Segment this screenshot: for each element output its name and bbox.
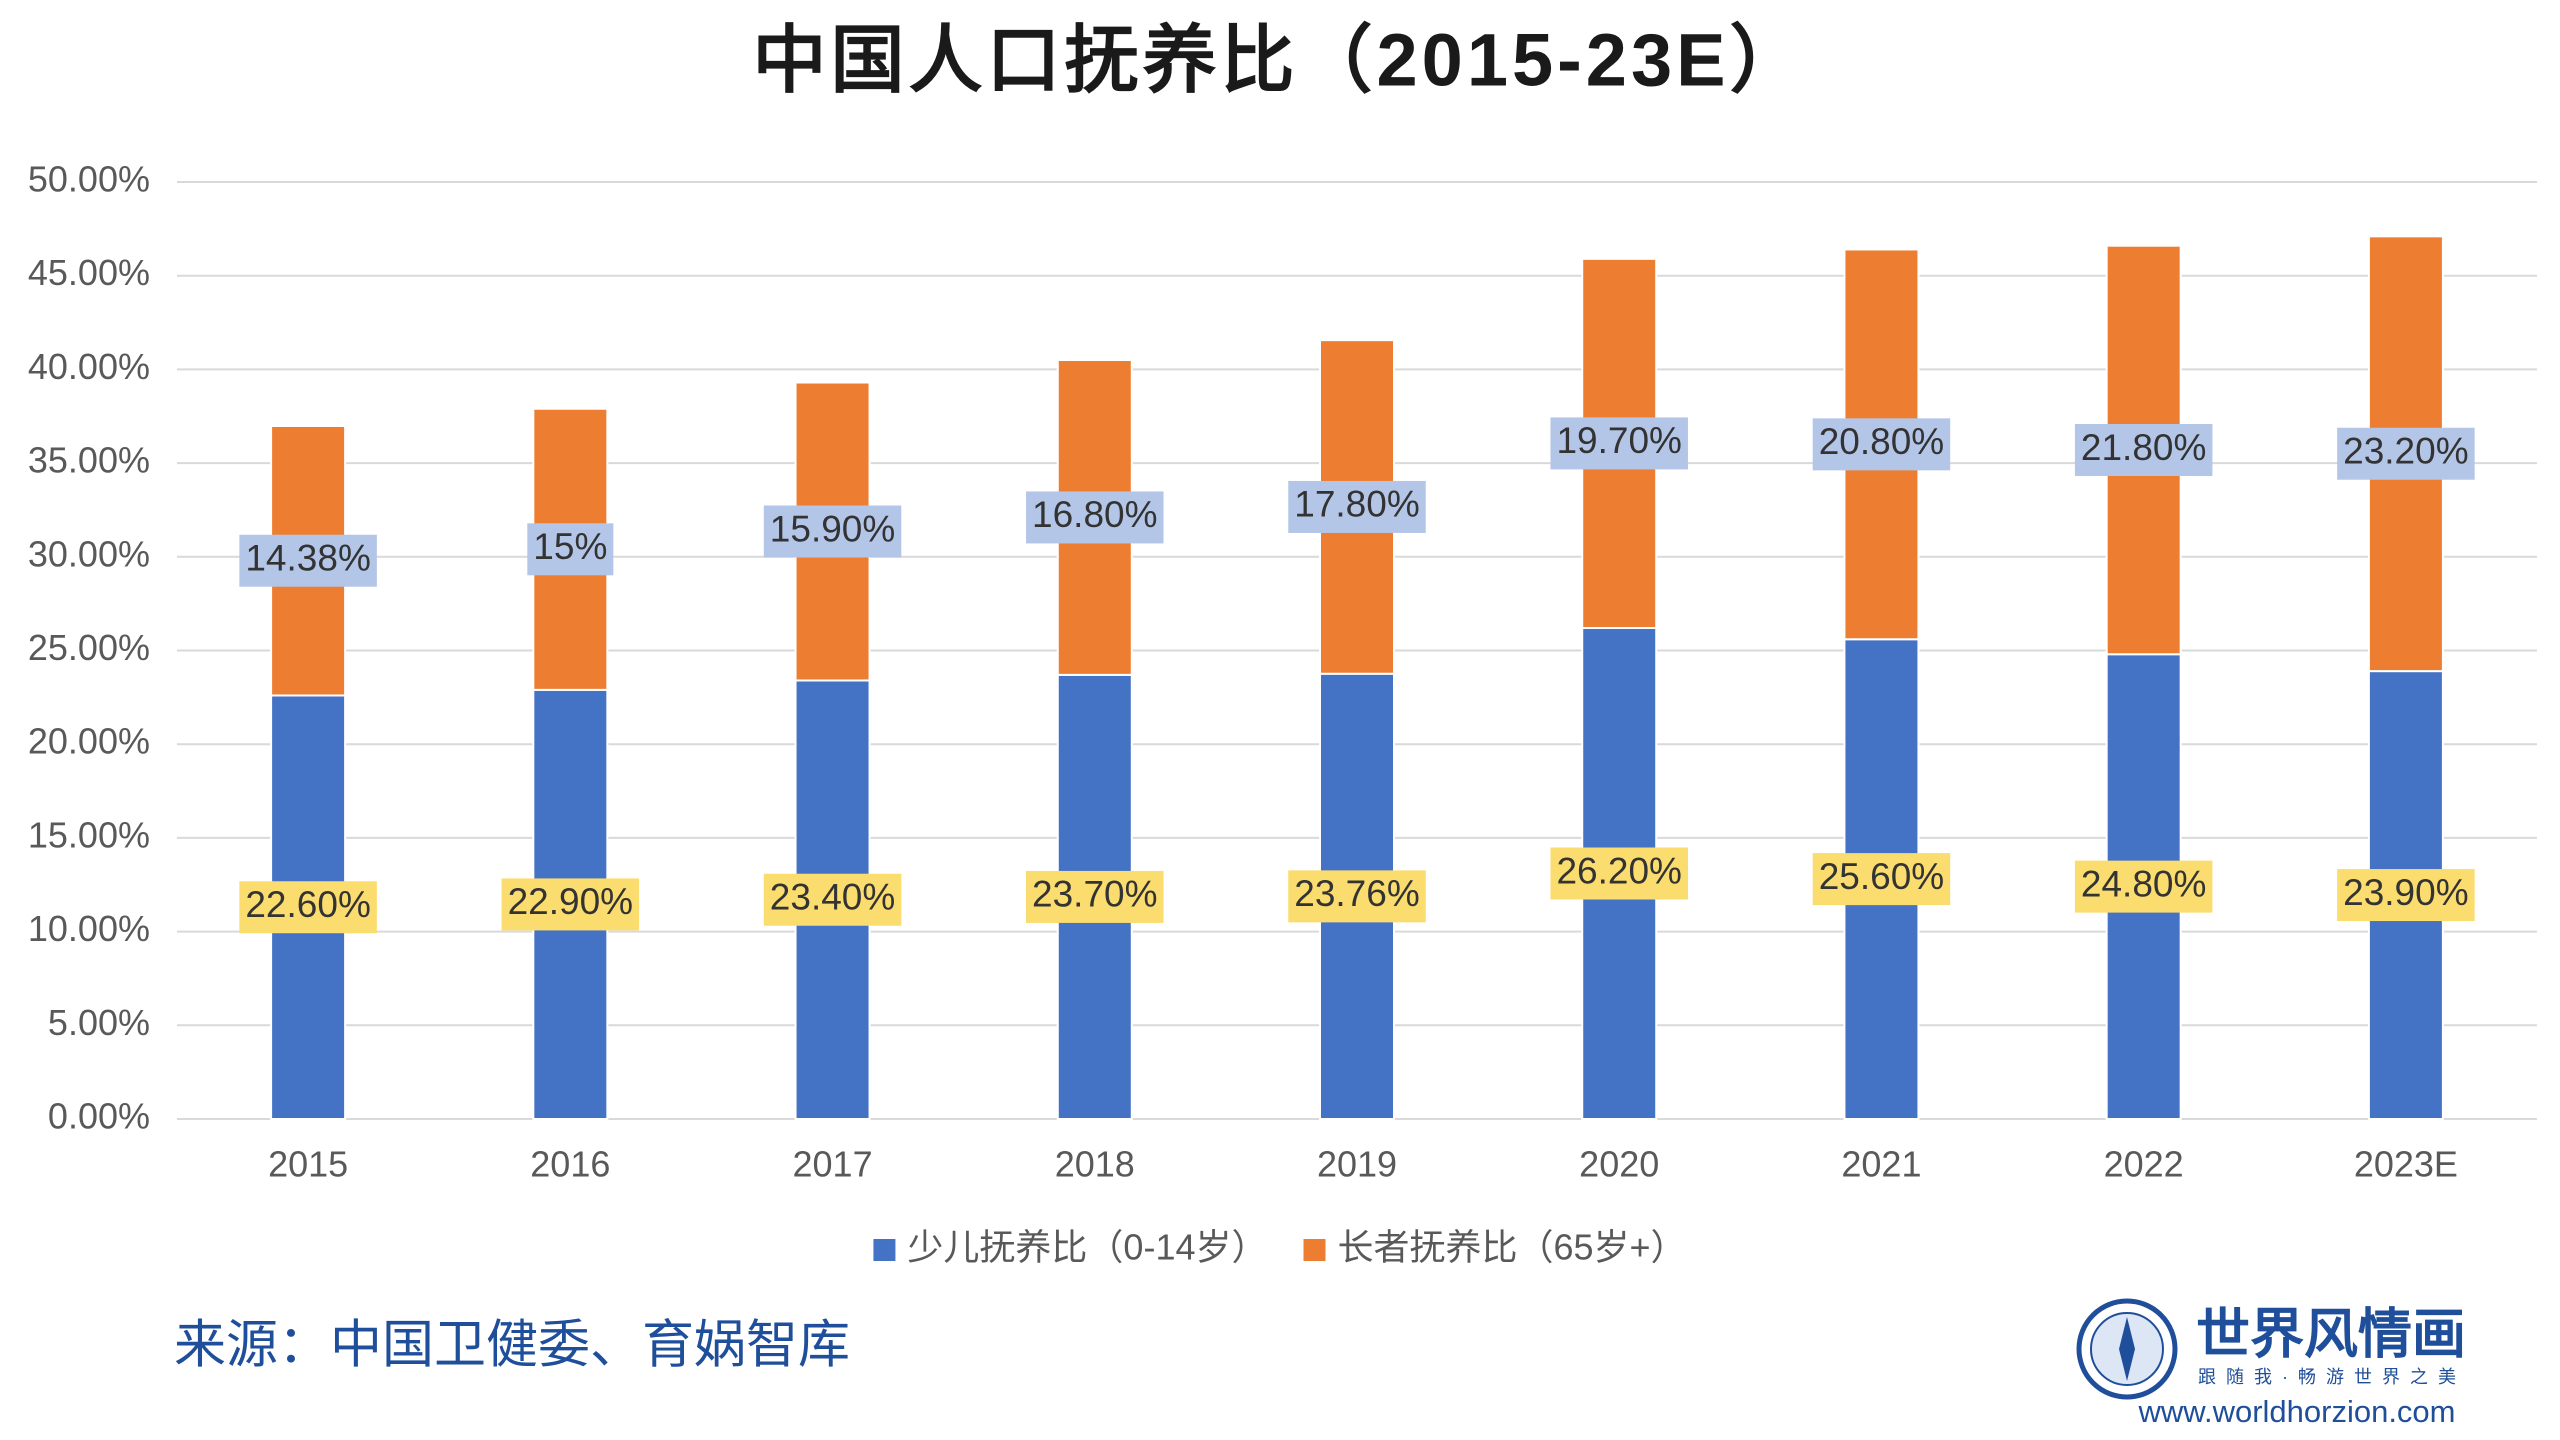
data-label-box bbox=[2337, 869, 2475, 922]
x-tick-label: 2022 bbox=[2104, 1144, 2184, 1185]
data-label-text: 23.76% bbox=[1294, 873, 1420, 914]
x-tick-label: 2019 bbox=[1317, 1144, 1397, 1185]
data-label-box bbox=[1550, 847, 1688, 900]
data-label: 20.80% bbox=[1812, 418, 1951, 471]
data-label-box bbox=[501, 878, 640, 931]
y-tick-label: 35.00% bbox=[28, 440, 150, 481]
data-label: 26.20% bbox=[1550, 847, 1688, 900]
data-label: 23.76% bbox=[1288, 870, 1426, 923]
logo: 世界风情画 跟随我·畅游世界之美 www.worldhorzion.com bbox=[2076, 1298, 2466, 1429]
data-label-box bbox=[763, 873, 902, 926]
data-label: 23.40% bbox=[763, 873, 902, 926]
data-label: 19.70% bbox=[1550, 417, 1688, 470]
data-label-text: 23.70% bbox=[1032, 874, 1158, 915]
data-label-box bbox=[1288, 480, 1426, 533]
data-label-text: 21.80% bbox=[2081, 427, 2207, 468]
logo-name: 世界风情画 bbox=[2196, 1304, 2466, 1364]
legend-swatch bbox=[1303, 1239, 1326, 1261]
data-label-text: 23.40% bbox=[770, 877, 896, 918]
y-tick-label: 15.00% bbox=[28, 814, 150, 855]
y-tick-label: 40.00% bbox=[28, 346, 150, 387]
data-label: 23.20% bbox=[2337, 427, 2475, 480]
x-tick-label: 2015 bbox=[268, 1144, 348, 1185]
logo-ring bbox=[2076, 1298, 2178, 1400]
data-label-box bbox=[1288, 870, 1426, 923]
data-label-box bbox=[2074, 423, 2213, 476]
x-tick-label: 2021 bbox=[1841, 1144, 1921, 1185]
data-label-text: 26.20% bbox=[1556, 850, 1682, 891]
x-tick-label: 2017 bbox=[793, 1144, 873, 1185]
data-label-text: 17.80% bbox=[1294, 484, 1420, 525]
data-label-text: 23.20% bbox=[2343, 431, 2469, 472]
y-tick-label: 5.00% bbox=[48, 1002, 150, 1043]
data-label: 23.90% bbox=[2337, 869, 2475, 922]
data-label-box bbox=[2074, 860, 2213, 913]
x-tick-label: 2016 bbox=[530, 1144, 610, 1185]
data-label: 24.80% bbox=[2074, 860, 2213, 913]
x-tick-label: 2020 bbox=[1579, 1144, 1659, 1185]
data-label: 22.90% bbox=[501, 878, 640, 931]
data-label-text: 22.60% bbox=[245, 884, 371, 925]
x-tick-label: 2023E bbox=[2354, 1144, 2458, 1185]
data-label-text: 25.60% bbox=[1819, 856, 1945, 897]
logo-compass bbox=[2119, 1317, 2135, 1381]
data-label-box bbox=[1550, 417, 1688, 470]
data-label: 25.60% bbox=[1812, 853, 1951, 906]
data-label: 23.70% bbox=[1026, 870, 1164, 923]
logo-url: www.worldhorzion.com bbox=[2138, 1394, 2456, 1429]
data-label-box bbox=[239, 534, 377, 587]
data-label-box bbox=[1812, 418, 1951, 471]
data-label-box bbox=[763, 505, 902, 558]
data-label: 14.38% bbox=[239, 534, 377, 587]
legend-label: 少儿抚养比（0-14岁） bbox=[907, 1227, 1267, 1268]
data-label: 15.90% bbox=[763, 505, 902, 558]
data-label-text: 16.80% bbox=[1032, 494, 1158, 535]
y-tick-label: 10.00% bbox=[28, 908, 150, 949]
legend: 少儿抚养比（0-14岁） 长者抚养比（65岁+） bbox=[873, 1227, 1687, 1268]
logo-slogan: 跟随我·畅游世界之美 bbox=[2198, 1367, 2466, 1387]
data-label: 17.80% bbox=[1288, 480, 1426, 533]
y-tick-label: 25.00% bbox=[28, 627, 150, 668]
data-label: 21.80% bbox=[2074, 423, 2213, 476]
y-tick-label: 20.00% bbox=[28, 721, 150, 762]
data-label-box bbox=[1026, 870, 1164, 923]
data-label-box bbox=[239, 881, 377, 934]
data-label-box bbox=[2337, 427, 2475, 480]
data-label-text: 23.90% bbox=[2343, 872, 2469, 913]
data-label-box bbox=[1026, 491, 1164, 544]
data-label: 22.60% bbox=[239, 881, 377, 934]
data-label-text: 22.90% bbox=[508, 881, 634, 922]
data-label-text: 19.70% bbox=[1556, 420, 1682, 461]
x-tick-label: 2018 bbox=[1055, 1144, 1135, 1185]
data-label-text: 15% bbox=[533, 526, 607, 567]
source-note: 来源：中国卫健委、育娲智库 bbox=[174, 1317, 850, 1375]
legend-swatch bbox=[873, 1239, 896, 1261]
data-label-text: 14.38% bbox=[245, 538, 371, 579]
y-tick-label: 50.00% bbox=[28, 159, 150, 200]
data-label: 15% bbox=[527, 523, 614, 576]
data-label: 16.80% bbox=[1026, 491, 1164, 544]
data-label-text: 15.90% bbox=[770, 508, 896, 549]
legend-label: 长者抚养比（65岁+） bbox=[1337, 1227, 1686, 1268]
data-label-text: 20.80% bbox=[1819, 421, 1945, 462]
y-tick-label: 0.00% bbox=[48, 1096, 150, 1137]
y-tick-label: 45.00% bbox=[28, 252, 150, 293]
y-tick-label: 30.00% bbox=[28, 533, 150, 574]
data-label-text: 24.80% bbox=[2081, 863, 2207, 904]
chart-title: 中国人口抚养比（2015-23E） bbox=[753, 19, 1808, 102]
data-label-box bbox=[1812, 853, 1951, 906]
data-label-box bbox=[527, 523, 614, 576]
